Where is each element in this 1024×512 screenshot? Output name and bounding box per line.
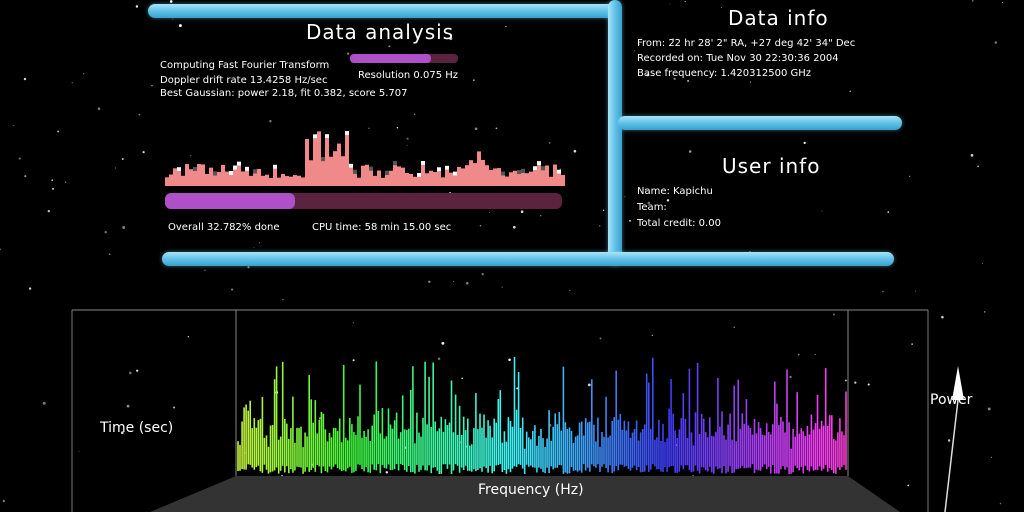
base-frequency: Base frequency: 1.420312500 GHz: [637, 68, 812, 79]
cpu-time-text: CPU time: 58 min 15.00 sec: [312, 222, 452, 233]
source-coordinates: From: 22 hr 28' 2" RA, +27 deg 42' 34" D…: [637, 38, 856, 49]
pipe-vertical: [608, 0, 622, 265]
transform-label: Computing Fast Fourier Transform: [160, 60, 330, 71]
pipe-mid-right: [618, 116, 902, 130]
data-info-title: Data info: [728, 6, 829, 30]
pipe-top: [148, 4, 618, 18]
user-info-title: User info: [722, 154, 821, 178]
spectrum-graph: [165, 131, 565, 186]
doppler-drift-rate: Doppler drift rate 13.4258 Hz/sec: [160, 75, 328, 86]
waterfall-plot: Time (sec) Frequency (Hz) Power: [0, 300, 1024, 512]
time-axis-label: Time (sec): [100, 420, 174, 436]
overall-done-text: Overall 32.782% done: [168, 222, 280, 233]
data-analysis-title: Data analysis: [306, 20, 455, 44]
user-name: Name: Kapichu: [637, 186, 713, 197]
transform-progress-bar: [350, 54, 458, 63]
pipe-bottom: [162, 252, 894, 266]
power-axis-label: Power: [930, 392, 973, 408]
overall-progress-bar: [165, 193, 562, 209]
recorded-on: Recorded on: Tue Nov 30 22:30:36 2004: [637, 53, 839, 64]
waterfall-plot-graphic: [71, 309, 964, 512]
resolution-text: Resolution 0.075 Hz: [358, 70, 459, 81]
frequency-axis-label: Frequency (Hz): [478, 482, 584, 498]
user-team: Team:: [637, 202, 667, 213]
best-gaussian: Best Gaussian: power 2.18, fit 0.382, sc…: [160, 88, 408, 99]
transform-progress-fill: [350, 54, 431, 63]
overall-progress-fill: [165, 193, 296, 209]
total-credit: Total credit: 0.00: [637, 218, 721, 229]
